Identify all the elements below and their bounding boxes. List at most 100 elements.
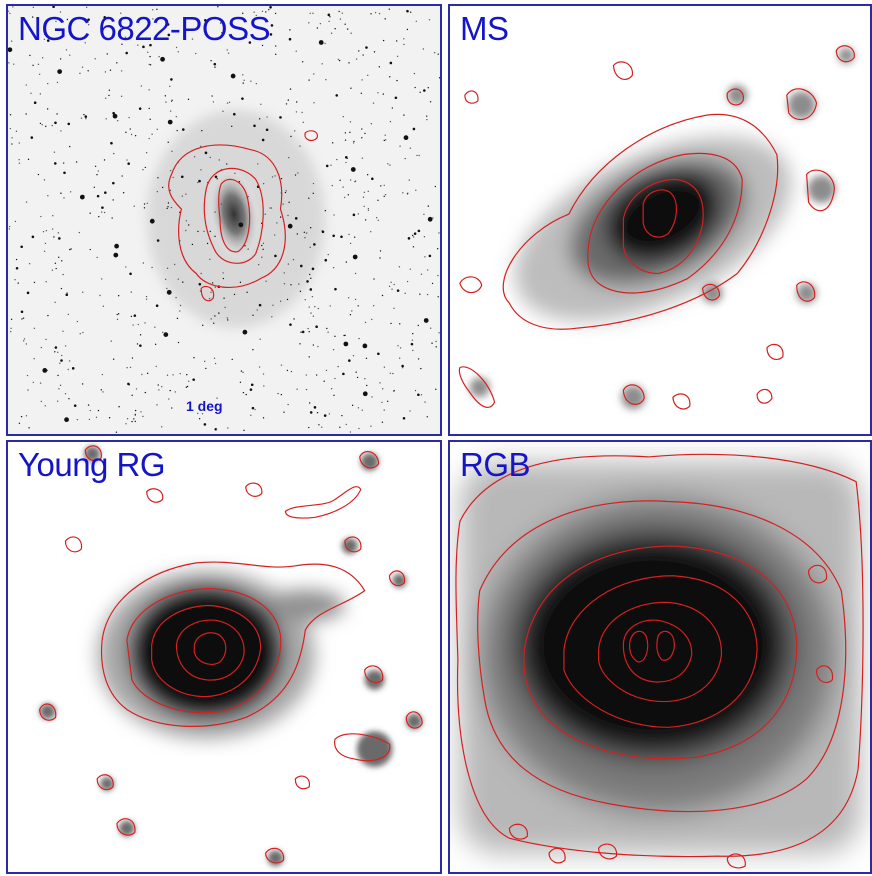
star <box>129 128 131 130</box>
star <box>214 235 216 238</box>
star <box>370 123 373 125</box>
star <box>108 89 111 91</box>
star <box>363 205 365 208</box>
star <box>37 173 40 176</box>
star <box>186 385 189 388</box>
star <box>64 345 67 347</box>
star <box>305 374 308 376</box>
star <box>214 362 217 365</box>
star <box>283 283 286 285</box>
star <box>32 381 34 384</box>
star <box>97 409 100 412</box>
star <box>316 412 319 414</box>
star <box>97 170 99 172</box>
star <box>79 72 81 75</box>
star <box>154 326 156 328</box>
star <box>274 234 276 236</box>
star <box>308 79 310 81</box>
star <box>438 332 440 334</box>
star <box>62 330 64 332</box>
star <box>103 211 106 214</box>
star <box>305 232 308 234</box>
star <box>287 99 289 101</box>
star <box>13 63 15 65</box>
star <box>226 102 229 104</box>
star <box>321 230 325 234</box>
star <box>231 125 233 127</box>
star <box>382 388 384 390</box>
star <box>303 231 306 233</box>
star <box>424 401 426 403</box>
star <box>217 6 219 8</box>
star <box>25 113 27 115</box>
star <box>332 348 335 351</box>
star <box>100 211 103 213</box>
star <box>434 185 437 188</box>
star <box>406 28 409 31</box>
star <box>214 286 216 288</box>
star <box>330 388 333 390</box>
star <box>352 142 355 144</box>
star <box>262 248 264 251</box>
star <box>344 139 347 141</box>
star <box>386 400 389 402</box>
star <box>420 367 422 370</box>
star <box>414 389 417 392</box>
star <box>367 190 369 193</box>
star <box>26 291 30 295</box>
star <box>239 381 242 383</box>
star <box>120 95 123 98</box>
star <box>181 128 185 131</box>
star <box>211 95 213 97</box>
star <box>381 401 383 403</box>
star <box>296 101 298 103</box>
star <box>337 365 339 368</box>
star <box>269 6 272 9</box>
star <box>33 101 37 104</box>
star <box>323 380 325 382</box>
star <box>242 74 244 76</box>
star <box>287 403 289 406</box>
star <box>337 58 340 61</box>
star <box>216 178 218 180</box>
star <box>312 192 314 195</box>
star <box>259 338 261 340</box>
star <box>76 418 79 421</box>
star <box>411 339 414 341</box>
star <box>149 55 151 58</box>
star <box>117 313 120 315</box>
star <box>257 163 259 165</box>
star <box>304 298 306 301</box>
star <box>78 231 81 234</box>
star <box>125 131 127 134</box>
star <box>258 118 261 120</box>
star <box>420 394 423 396</box>
star <box>98 215 100 218</box>
star <box>195 52 197 55</box>
star <box>88 418 91 421</box>
star <box>141 373 143 376</box>
star <box>429 101 432 103</box>
star <box>95 416 98 419</box>
star <box>129 272 132 276</box>
star <box>63 162 65 164</box>
star <box>33 358 35 360</box>
star <box>67 122 71 126</box>
star <box>253 11 255 13</box>
star <box>126 159 128 161</box>
star <box>222 272 224 274</box>
star <box>423 236 426 238</box>
star <box>309 12 311 15</box>
star <box>350 167 356 172</box>
star <box>20 245 23 249</box>
star <box>272 304 274 306</box>
star <box>342 186 344 188</box>
star <box>149 43 152 47</box>
star <box>242 12 244 15</box>
star <box>18 162 21 164</box>
star <box>102 391 104 393</box>
star <box>334 377 336 380</box>
star <box>45 281 47 283</box>
star <box>416 154 418 157</box>
star <box>427 205 429 207</box>
